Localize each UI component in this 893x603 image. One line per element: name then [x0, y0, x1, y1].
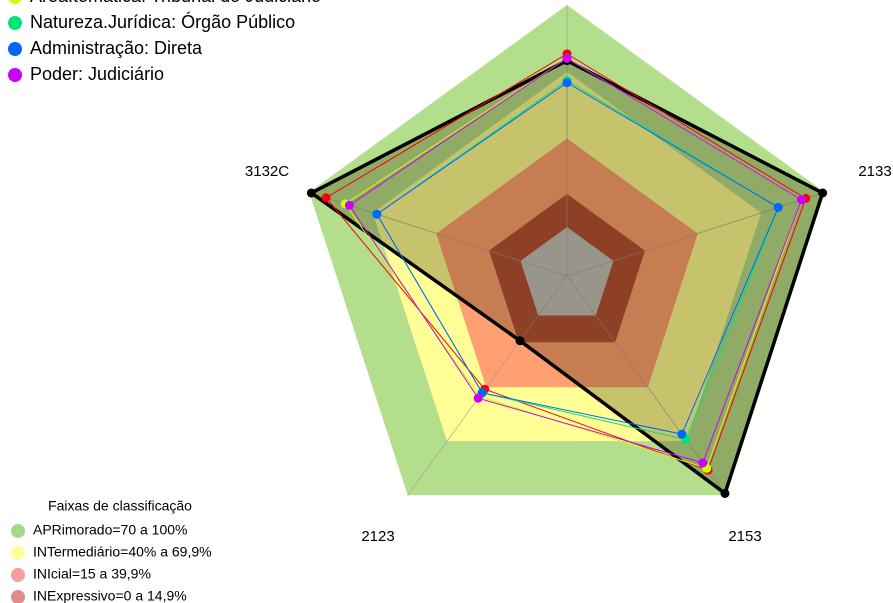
band-legend-title: Faixas de classificação — [48, 498, 192, 514]
spoke — [566, 275, 727, 496]
series-line — [325, 53, 807, 471]
legend-label: Poder: Judiciário — [30, 64, 164, 84]
legend-label: Administração: Direta — [30, 38, 203, 58]
legend-marker — [8, 42, 22, 56]
series-point — [720, 488, 730, 498]
series-line — [348, 57, 803, 464]
series-line — [308, 58, 825, 497]
series-point — [321, 193, 331, 203]
legend-label: Área.temática: Tribunal do Judiciário — [30, 0, 321, 6]
category-label: 3132C — [245, 163, 289, 180]
series-point — [344, 200, 354, 210]
series-point — [562, 53, 572, 63]
legend-marker — [8, 68, 22, 82]
series-point — [515, 336, 525, 346]
series-point — [562, 78, 572, 88]
legend-marker — [8, 16, 22, 30]
legend-label: Natureza.Jurídica: Órgão Público — [30, 11, 295, 32]
series-line — [376, 82, 779, 435]
band-legend-marker — [11, 568, 25, 582]
series-point — [796, 195, 806, 205]
series-point — [372, 209, 382, 219]
band-legend-label: INTermediário=40% a 69,9% — [33, 544, 212, 560]
series-point — [698, 458, 708, 468]
series-point — [473, 393, 483, 403]
category-label: 2153 — [728, 528, 761, 545]
series-point — [677, 429, 687, 439]
series-point — [773, 202, 783, 212]
band-legend-marker — [11, 524, 25, 538]
band-legend-label: INExpressivo=0 a 14,9% — [33, 588, 187, 603]
series-point — [306, 188, 316, 198]
legend-marker — [8, 0, 22, 4]
category-label: 2123 — [361, 528, 394, 545]
band-legend-label: APRimorado=70 a 100% — [33, 522, 188, 538]
band-legend-label: INIcial=15 a 39,9% — [33, 566, 151, 582]
band-legend-marker — [11, 590, 25, 603]
band-legend-marker — [11, 546, 25, 560]
series-point — [818, 188, 828, 198]
category-label: 2133 — [858, 163, 891, 180]
